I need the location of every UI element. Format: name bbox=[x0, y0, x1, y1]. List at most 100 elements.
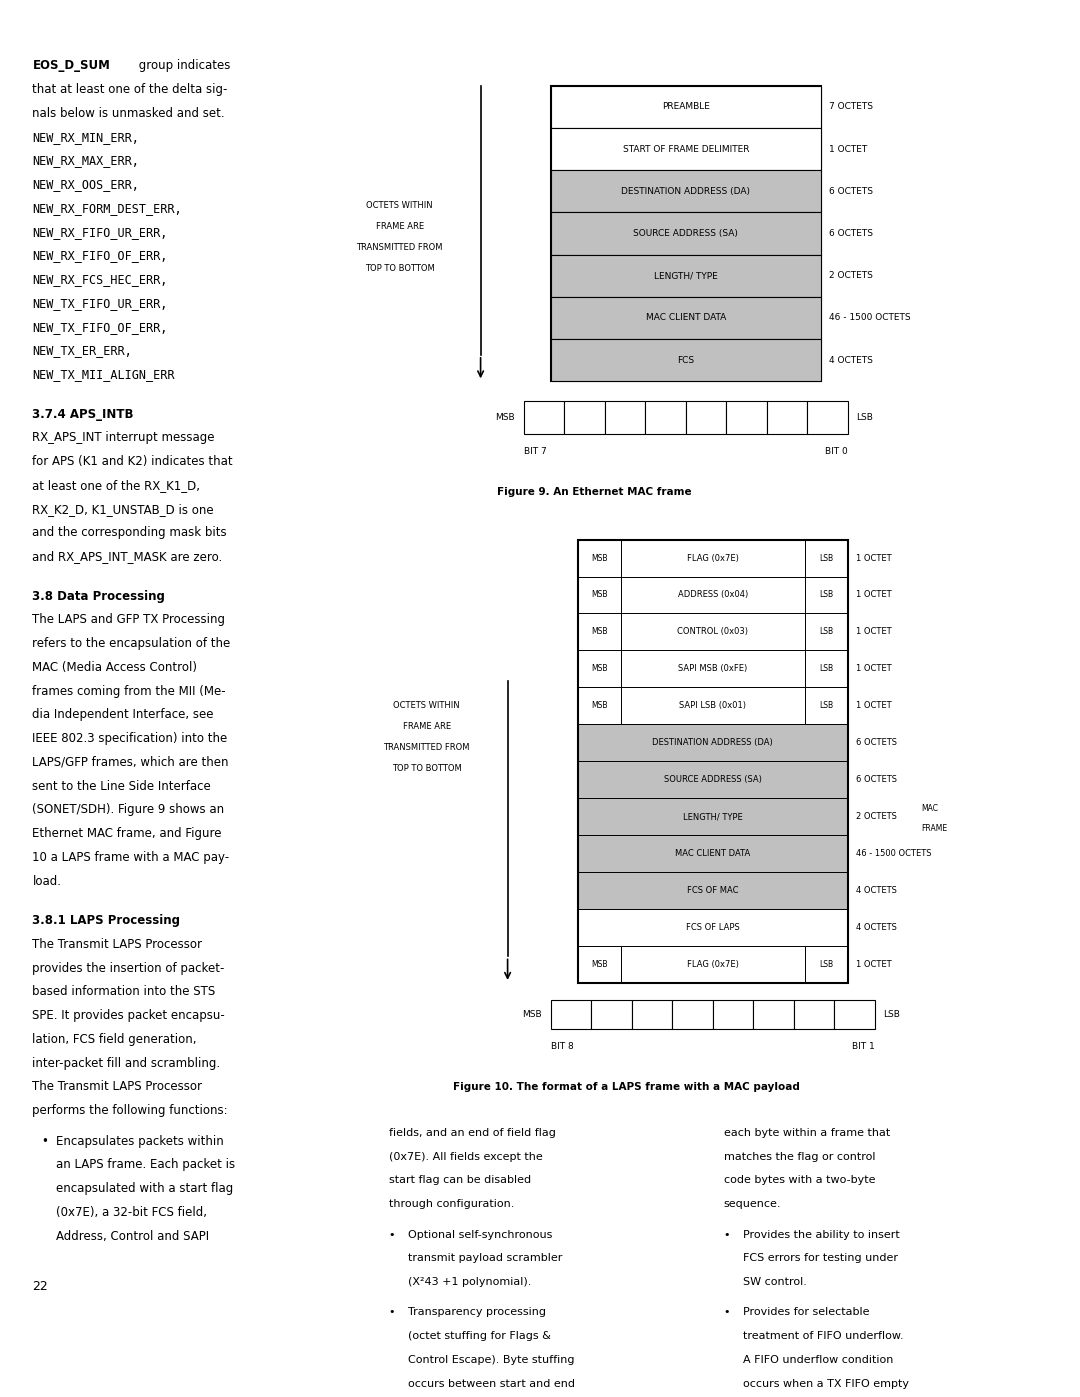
Text: BIT 0: BIT 0 bbox=[825, 447, 848, 457]
Bar bbox=[621, 539, 805, 577]
Bar bbox=[805, 651, 848, 687]
Text: 6 OCTETS: 6 OCTETS bbox=[829, 187, 874, 196]
Text: FCS OF MAC: FCS OF MAC bbox=[687, 886, 739, 895]
Bar bbox=[621, 577, 805, 613]
Text: MSB: MSB bbox=[496, 414, 515, 422]
Text: SAPI LSB (0x01): SAPI LSB (0x01) bbox=[679, 701, 746, 710]
Text: LSB: LSB bbox=[883, 1010, 901, 1018]
Text: 4 OCTETS: 4 OCTETS bbox=[829, 356, 874, 365]
Text: 7 OCTETS: 7 OCTETS bbox=[829, 102, 874, 112]
Bar bbox=[578, 835, 848, 872]
Text: NEW_RX_FORM_DEST_ERR,: NEW_RX_FORM_DEST_ERR, bbox=[32, 201, 183, 215]
Bar bbox=[767, 401, 807, 434]
Text: 3.8.1 LAPS Processing: 3.8.1 LAPS Processing bbox=[32, 914, 180, 928]
Text: lation, FCS field generation,: lation, FCS field generation, bbox=[32, 1032, 197, 1046]
Text: (0x7E). All fields except the: (0x7E). All fields except the bbox=[389, 1151, 542, 1162]
Text: FLAG (0x7E): FLAG (0x7E) bbox=[687, 960, 739, 970]
Text: FRAME ARE: FRAME ARE bbox=[403, 722, 450, 731]
Text: LENGTH/ TYPE: LENGTH/ TYPE bbox=[683, 812, 743, 821]
Text: MSB: MSB bbox=[591, 960, 608, 970]
Text: 4 OCTETS: 4 OCTETS bbox=[856, 923, 897, 932]
Text: RX_APS_INT interrupt message: RX_APS_INT interrupt message bbox=[32, 432, 215, 444]
Bar bbox=[551, 129, 821, 170]
Text: start flag can be disabled: start flag can be disabled bbox=[389, 1175, 531, 1186]
Text: MAC (Media Access Control): MAC (Media Access Control) bbox=[32, 661, 198, 673]
Text: encapsulated with a start flag: encapsulated with a start flag bbox=[56, 1182, 233, 1194]
Text: OCTETS WITHIN: OCTETS WITHIN bbox=[366, 201, 433, 210]
Text: NEW_RX_OOS_ERR,: NEW_RX_OOS_ERR, bbox=[32, 177, 139, 191]
Text: •: • bbox=[41, 1134, 48, 1147]
Text: FCS errors for testing under: FCS errors for testing under bbox=[743, 1253, 899, 1263]
Text: SAPI MSB (0xFE): SAPI MSB (0xFE) bbox=[678, 665, 747, 673]
Text: sent to the Line Side Interface: sent to the Line Side Interface bbox=[32, 780, 212, 792]
Bar bbox=[621, 687, 805, 724]
Text: provides the insertion of packet-: provides the insertion of packet- bbox=[32, 961, 225, 975]
Text: SOURCE ADDRESS (SA): SOURCE ADDRESS (SA) bbox=[633, 229, 739, 237]
Text: refers to the encapsulation of the: refers to the encapsulation of the bbox=[32, 637, 231, 650]
Text: MSB: MSB bbox=[591, 553, 608, 563]
Text: TRANSMITTED FROM: TRANSMITTED FROM bbox=[356, 243, 443, 251]
Text: NEW_TX_ER_ERR,: NEW_TX_ER_ERR, bbox=[32, 344, 132, 358]
Text: NEW_RX_FIFO_UR_ERR,: NEW_RX_FIFO_UR_ERR, bbox=[32, 225, 167, 239]
Text: that at least one of the delta sig-: that at least one of the delta sig- bbox=[32, 82, 228, 96]
Text: 1 OCTET: 1 OCTET bbox=[856, 701, 892, 710]
Text: 2 OCTETS: 2 OCTETS bbox=[856, 812, 897, 821]
Text: A FIFO underflow condition: A FIFO underflow condition bbox=[743, 1355, 893, 1365]
Text: •: • bbox=[724, 1229, 730, 1239]
Bar bbox=[578, 761, 848, 798]
Bar bbox=[578, 539, 848, 983]
Bar bbox=[578, 539, 621, 577]
Text: START OF FRAME DELIMITER: START OF FRAME DELIMITER bbox=[622, 144, 750, 154]
Text: (octet stuffing for Flags &: (octet stuffing for Flags & bbox=[408, 1331, 551, 1341]
Text: 6 OCTETS: 6 OCTETS bbox=[856, 738, 897, 747]
Bar bbox=[805, 613, 848, 651]
Bar bbox=[672, 1000, 713, 1030]
Text: FCS OF LAPS: FCS OF LAPS bbox=[686, 923, 740, 932]
Text: FLAG (0x7E): FLAG (0x7E) bbox=[687, 553, 739, 563]
Bar bbox=[808, 401, 848, 434]
Text: Figure 10. The format of a LAPS frame with a MAC payload: Figure 10. The format of a LAPS frame wi… bbox=[453, 1081, 800, 1092]
Text: 4 OCTETS: 4 OCTETS bbox=[856, 886, 897, 895]
Text: The LAPS and GFP TX Processing: The LAPS and GFP TX Processing bbox=[32, 613, 226, 626]
Text: LSB: LSB bbox=[819, 627, 834, 637]
Bar bbox=[578, 613, 621, 651]
Text: matches the flag or control: matches the flag or control bbox=[724, 1151, 875, 1162]
Text: DESTINATION ADDRESS (DA): DESTINATION ADDRESS (DA) bbox=[652, 738, 773, 747]
Text: MSB: MSB bbox=[523, 1010, 542, 1018]
Text: occurs between start and end: occurs between start and end bbox=[408, 1379, 576, 1389]
Bar bbox=[524, 401, 564, 434]
Bar bbox=[551, 1000, 592, 1030]
Text: BIT 1: BIT 1 bbox=[852, 1042, 875, 1051]
Text: MAC CLIENT DATA: MAC CLIENT DATA bbox=[675, 849, 751, 858]
Text: 1 OCTET: 1 OCTET bbox=[856, 591, 892, 599]
Text: MSB: MSB bbox=[591, 627, 608, 637]
Text: 1 OCTET: 1 OCTET bbox=[856, 627, 892, 637]
Text: LENGTH/ TYPE: LENGTH/ TYPE bbox=[653, 271, 718, 281]
Text: 46 - 1500 OCTETS: 46 - 1500 OCTETS bbox=[829, 313, 912, 323]
Bar bbox=[805, 946, 848, 983]
Text: transmit payload scrambler: transmit payload scrambler bbox=[408, 1253, 563, 1263]
Text: Transparency processing: Transparency processing bbox=[408, 1308, 546, 1317]
Bar bbox=[646, 401, 686, 434]
Bar bbox=[805, 687, 848, 724]
Bar bbox=[686, 401, 726, 434]
Bar bbox=[551, 339, 821, 381]
Text: NEW_RX_MAX_ERR,: NEW_RX_MAX_ERR, bbox=[32, 154, 139, 168]
Text: 3.7.4 APS_INTB: 3.7.4 APS_INTB bbox=[32, 408, 134, 420]
Text: CONTROL (0x03): CONTROL (0x03) bbox=[677, 627, 748, 637]
Text: FRAME ARE: FRAME ARE bbox=[376, 222, 423, 231]
Text: LSB: LSB bbox=[819, 701, 834, 710]
Bar bbox=[578, 724, 848, 761]
Bar bbox=[551, 85, 821, 381]
Text: each byte within a frame that: each byte within a frame that bbox=[724, 1127, 890, 1139]
Text: MAC: MAC bbox=[921, 805, 939, 813]
Bar bbox=[551, 170, 821, 212]
Bar bbox=[578, 687, 621, 724]
Text: 6 OCTETS: 6 OCTETS bbox=[856, 775, 897, 784]
Text: LSB: LSB bbox=[819, 553, 834, 563]
Text: at least one of the RX_K1_D,: at least one of the RX_K1_D, bbox=[32, 479, 201, 492]
Text: PREAMBLE: PREAMBLE bbox=[662, 102, 710, 112]
Text: dia Independent Interface, see: dia Independent Interface, see bbox=[32, 708, 214, 721]
Text: Optional self-synchronous: Optional self-synchronous bbox=[408, 1229, 553, 1239]
Text: (X²43 +1 polynomial).: (X²43 +1 polynomial). bbox=[408, 1277, 531, 1287]
